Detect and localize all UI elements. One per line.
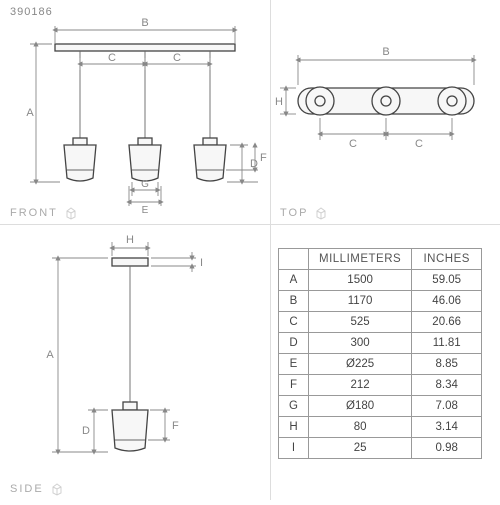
table-row: H803.14 xyxy=(279,417,482,438)
cell-key: F xyxy=(279,375,309,396)
cell-key: B xyxy=(279,291,309,312)
dim-A-side: A xyxy=(46,349,54,361)
dim-H-side: H xyxy=(126,234,134,246)
cell-mm: 80 xyxy=(309,417,412,438)
cell-mm: 1500 xyxy=(309,270,412,291)
dim-B-top: B xyxy=(382,46,389,58)
front-drawing: B C C A D F G E xyxy=(0,0,270,224)
side-label: SIDE xyxy=(10,483,44,495)
table-row: C52520.66 xyxy=(279,312,482,333)
table-row: B117046.06 xyxy=(279,291,482,312)
dim-C2-top: C xyxy=(415,138,423,150)
table-row: GØ1807.08 xyxy=(279,396,482,417)
th-key xyxy=(279,249,309,270)
cell-mm: 25 xyxy=(309,438,412,459)
front-view-panel: B C C A D F G E xyxy=(0,0,270,224)
table-row: A150059.05 xyxy=(279,270,482,291)
dim-G: G xyxy=(141,179,149,190)
table-row: D30011.81 xyxy=(279,333,482,354)
cell-mm: Ø225 xyxy=(309,354,412,375)
cell-mm: 212 xyxy=(309,375,412,396)
cell-in: 7.08 xyxy=(412,396,482,417)
top-view-panel: B H C C xyxy=(270,0,500,224)
dim-B: B xyxy=(141,17,148,29)
cell-mm: 300 xyxy=(309,333,412,354)
cell-key: I xyxy=(279,438,309,459)
dim-I: I xyxy=(200,257,203,269)
front-label-row: FRONT xyxy=(10,206,78,220)
table-row: EØ2258.85 xyxy=(279,354,482,375)
cell-in: 11.81 xyxy=(412,333,482,354)
dim-F: F xyxy=(260,152,267,164)
th-in: INCHES xyxy=(412,249,482,270)
cell-mm: 525 xyxy=(309,312,412,333)
cell-mm: Ø180 xyxy=(309,396,412,417)
cell-in: 20.66 xyxy=(412,312,482,333)
cell-in: 8.34 xyxy=(412,375,482,396)
cell-in: 0.98 xyxy=(412,438,482,459)
dim-F-side: F xyxy=(172,420,179,432)
cell-key: H xyxy=(279,417,309,438)
side-view-panel: H I A D F xyxy=(0,224,270,500)
cell-in: 3.14 xyxy=(412,417,482,438)
dim-C1-top: C xyxy=(349,138,357,150)
cell-in: 8.85 xyxy=(412,354,482,375)
dimensions-table: MILLIMETERS INCHES A150059.05B117046.06C… xyxy=(278,248,482,459)
top-label-row: TOP xyxy=(280,206,328,220)
table-row: F2128.34 xyxy=(279,375,482,396)
cell-in: 46.06 xyxy=(412,291,482,312)
top-label: TOP xyxy=(280,207,308,219)
dim-A: A xyxy=(26,107,34,119)
top-drawing: B H C C xyxy=(270,0,500,224)
cell-in: 59.05 xyxy=(412,270,482,291)
cell-key: C xyxy=(279,312,309,333)
cell-key: D xyxy=(279,333,309,354)
cell-key: A xyxy=(279,270,309,291)
cube-icon xyxy=(50,482,64,496)
cell-mm: 1170 xyxy=(309,291,412,312)
dim-D: D xyxy=(250,158,258,170)
side-drawing: H I A D F xyxy=(0,224,270,500)
dim-D-side: D xyxy=(82,425,90,437)
side-label-row: SIDE xyxy=(10,482,64,496)
cell-key: E xyxy=(279,354,309,375)
dim-C1: C xyxy=(108,52,116,64)
table-row: I250.98 xyxy=(279,438,482,459)
cell-key: G xyxy=(279,396,309,417)
cube-icon xyxy=(64,206,78,220)
dim-H-top: H xyxy=(275,96,283,108)
th-mm: MILLIMETERS xyxy=(309,249,412,270)
front-label: FRONT xyxy=(10,207,58,219)
dim-C2: C xyxy=(173,52,181,64)
dim-E: E xyxy=(142,205,149,216)
cube-icon xyxy=(314,206,328,220)
